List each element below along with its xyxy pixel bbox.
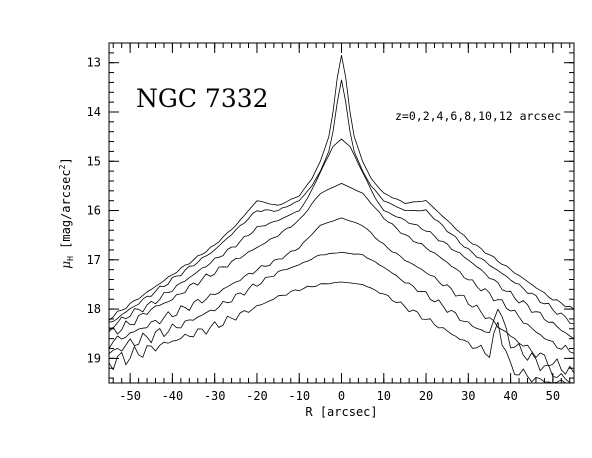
x-tick-label: -40 (162, 389, 184, 403)
x-axis-label: R [arcsec] (305, 405, 377, 419)
chart-title: NGC 7332 (136, 84, 269, 113)
x-tick-label: 20 (419, 389, 433, 403)
x-tick-label: 0 (338, 389, 345, 403)
profile-curve (108, 138, 575, 340)
profile-curve (108, 79, 575, 325)
x-tick-label: 30 (461, 389, 475, 403)
x-tick-label: -50 (119, 389, 141, 403)
y-axis-label-symbol: μ (59, 261, 73, 269)
chart-annotation: z=0,2,4,6,8,10,12 arcsec (395, 109, 561, 123)
profile-curve (108, 183, 575, 354)
y-axis-label-subscript: H (66, 256, 75, 261)
y-axis-label-superscript: 2 (58, 164, 67, 169)
profile-curve (108, 217, 575, 375)
y-tick-label: 17 (87, 253, 101, 267)
x-tick-label: 50 (546, 389, 560, 403)
y-axis-label-close: ] (59, 157, 73, 164)
x-tick-label: 10 (377, 389, 391, 403)
y-tick-label: 13 (87, 56, 101, 70)
y-axis-label: μH [mag/arcsec2] (58, 157, 75, 268)
profile-curve (108, 281, 574, 384)
y-axis-label-unit: [mag/arcsec (59, 169, 73, 256)
axis-ticks (109, 42, 574, 383)
y-tick-label: 19 (87, 351, 101, 365)
x-tick-label: -20 (246, 389, 268, 403)
profile-curves (108, 54, 575, 384)
tick-labels: -50 -40 -30 -20 -10 0 10 20 30 40 50 13 14 15 16 17 18 19 (87, 56, 561, 403)
y-tick-label: 15 (87, 154, 101, 168)
plot-frame (108, 42, 575, 384)
x-tick-label: -10 (288, 389, 310, 403)
x-tick-label: -30 (204, 389, 226, 403)
y-tick-label: 14 (87, 105, 101, 119)
profile-curve (108, 54, 575, 321)
profile-curve (108, 252, 575, 384)
y-tick-label: 16 (87, 204, 101, 218)
y-tick-label: 18 (87, 302, 101, 316)
x-tick-label: 40 (503, 389, 517, 403)
